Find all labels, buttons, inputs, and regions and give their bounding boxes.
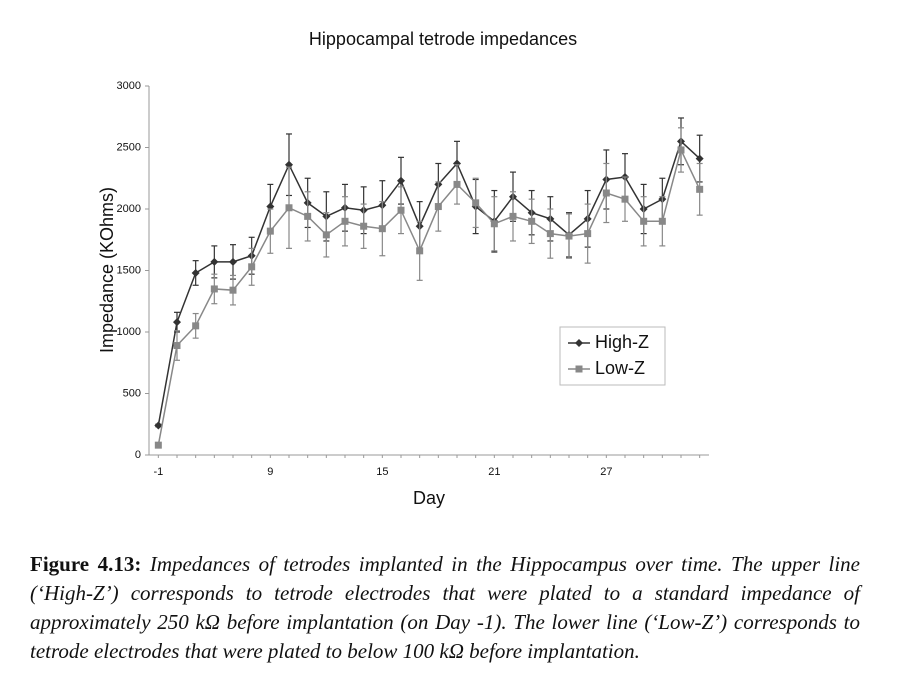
point xyxy=(210,285,218,293)
point xyxy=(528,217,536,225)
y-tick-label: 1000 xyxy=(117,326,141,338)
point xyxy=(322,231,330,239)
point xyxy=(695,154,704,163)
legend-label: High-Z xyxy=(595,332,649,352)
point xyxy=(248,263,256,271)
legend-marker xyxy=(575,339,583,347)
legend-marker xyxy=(575,365,583,373)
legend-label: Low-Z xyxy=(595,358,645,378)
point xyxy=(191,268,200,277)
point xyxy=(229,257,237,266)
point xyxy=(621,195,629,203)
caption-text: Impedances of tetrodes implanted in the … xyxy=(30,552,860,663)
point xyxy=(192,322,200,330)
point xyxy=(602,189,610,197)
point xyxy=(360,222,368,230)
point xyxy=(378,225,386,233)
chart: Hippocampal tetrode impedances Day Imped… xyxy=(97,29,709,508)
point xyxy=(640,217,648,225)
x-axis-label: Day xyxy=(413,488,445,508)
point xyxy=(472,199,480,207)
y-tick-label: 3000 xyxy=(117,80,141,92)
point xyxy=(490,220,498,228)
caption-label: Figure 4.13: xyxy=(30,552,142,576)
point xyxy=(416,247,424,255)
point xyxy=(565,232,573,240)
x-tick-label: -1 xyxy=(153,466,163,478)
point xyxy=(266,227,274,235)
point xyxy=(397,176,405,185)
y-tick-label: 1500 xyxy=(117,264,141,276)
point xyxy=(546,230,554,238)
x-tick-label: 15 xyxy=(376,466,388,478)
point xyxy=(584,230,592,238)
point xyxy=(341,217,349,225)
point xyxy=(285,204,293,212)
point xyxy=(453,180,461,188)
series-line xyxy=(157,147,701,446)
point xyxy=(434,203,442,211)
x-tick-label: 27 xyxy=(600,466,612,478)
point xyxy=(154,421,163,430)
y-tick-label: 2000 xyxy=(117,203,141,215)
x-tick-label: 9 xyxy=(267,466,273,478)
point xyxy=(509,212,517,220)
x-tick-label: 21 xyxy=(488,466,500,478)
point xyxy=(658,217,666,225)
point xyxy=(173,342,181,350)
caption: Figure 4.13: Impedances of tetrodes impl… xyxy=(30,550,860,666)
y-tick-label: 2500 xyxy=(117,141,141,153)
point xyxy=(304,212,312,220)
point xyxy=(229,286,237,294)
y-tick-label: 500 xyxy=(123,387,141,399)
point xyxy=(453,159,461,168)
point xyxy=(677,146,685,154)
point xyxy=(397,206,405,214)
y-tick-label: 0 xyxy=(135,449,141,461)
point xyxy=(173,318,181,327)
y-axis-label: Impedance (KOhms) xyxy=(97,187,117,353)
legend-box xyxy=(559,326,666,386)
point xyxy=(210,257,219,266)
point xyxy=(154,441,162,449)
point xyxy=(696,185,704,193)
chart-title: Hippocampal tetrode impedances xyxy=(309,29,577,49)
